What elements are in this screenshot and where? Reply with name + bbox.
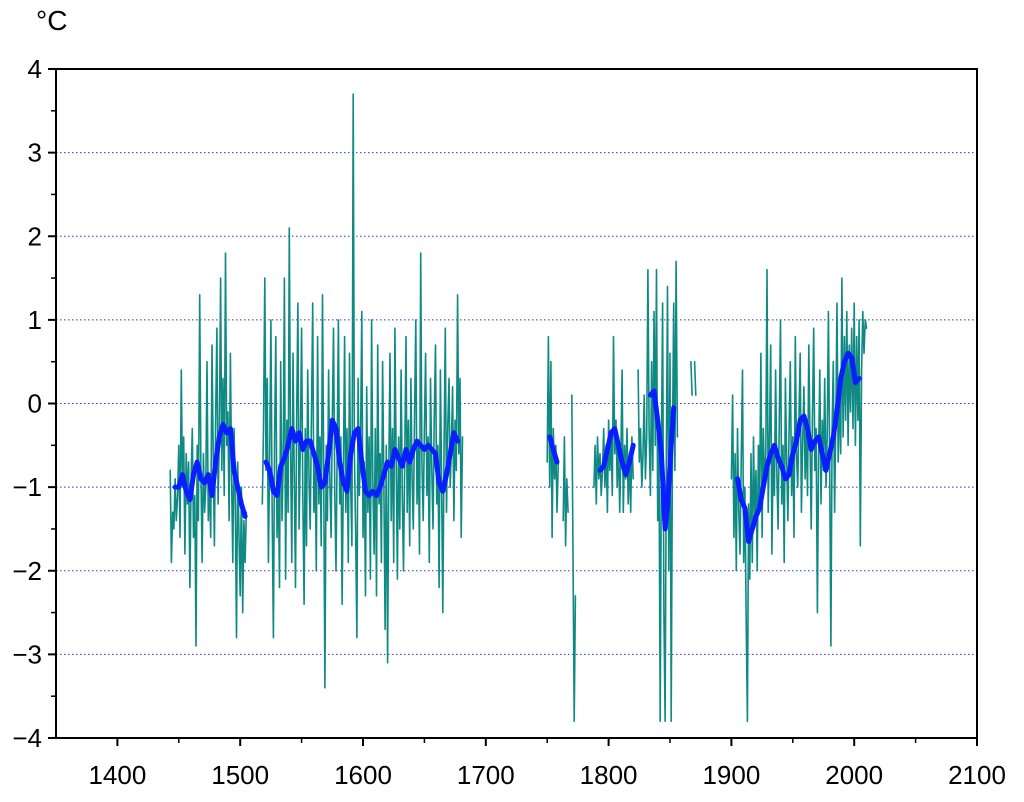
annual-series-segment [637,260,679,723]
smoothed-series-segment [172,421,248,519]
x-tick-label: 2100 [948,760,1006,790]
x-tick-label: 1900 [702,760,760,790]
y-unit-label: °C [36,5,67,36]
y-tick-label: 0 [28,389,42,419]
tick-labels: 4 3 2 1 0 −1 −2 −3 −4 1400 1500 1600 1700 1800 1900 200… [12,5,1006,790]
annual-series-segment [690,360,693,396]
y-tick-label: −4 [12,723,42,753]
x-tick-label: 2000 [825,760,883,790]
annual-series-segment [571,394,577,723]
smoothed-series-segment [597,426,636,478]
axes [48,68,978,746]
y-tick-label: −2 [12,556,42,586]
annual-series-segment [546,335,560,539]
y-tick-label: 2 [28,221,42,251]
x-tick-label: 1800 [580,760,638,790]
smoothed-series-segment [647,388,677,532]
smoothed-series-segment [263,417,461,498]
x-tick-label: 1400 [88,760,146,790]
annual-series-segment [261,93,464,689]
smoothed-series-segment [735,350,862,544]
annual-series-segment [562,436,569,547]
y-tick-label: 4 [28,54,42,84]
series-layer [169,93,868,723]
x-tick-label: 1500 [211,760,269,790]
annual-series-segment [730,268,868,723]
smoothed-series-segment [547,434,560,465]
y-tick-label: 1 [28,305,42,335]
y-tick-label: 3 [28,138,42,168]
x-tick-label: 1700 [457,760,515,790]
y-tick-label: −3 [12,639,42,669]
grid [56,152,977,655]
y-tick-label: −1 [12,472,42,502]
annual-series-segment [169,252,248,647]
x-tick-label: 1600 [334,760,392,790]
annual-series-segment [693,360,697,396]
annual-series-segment [593,335,634,513]
